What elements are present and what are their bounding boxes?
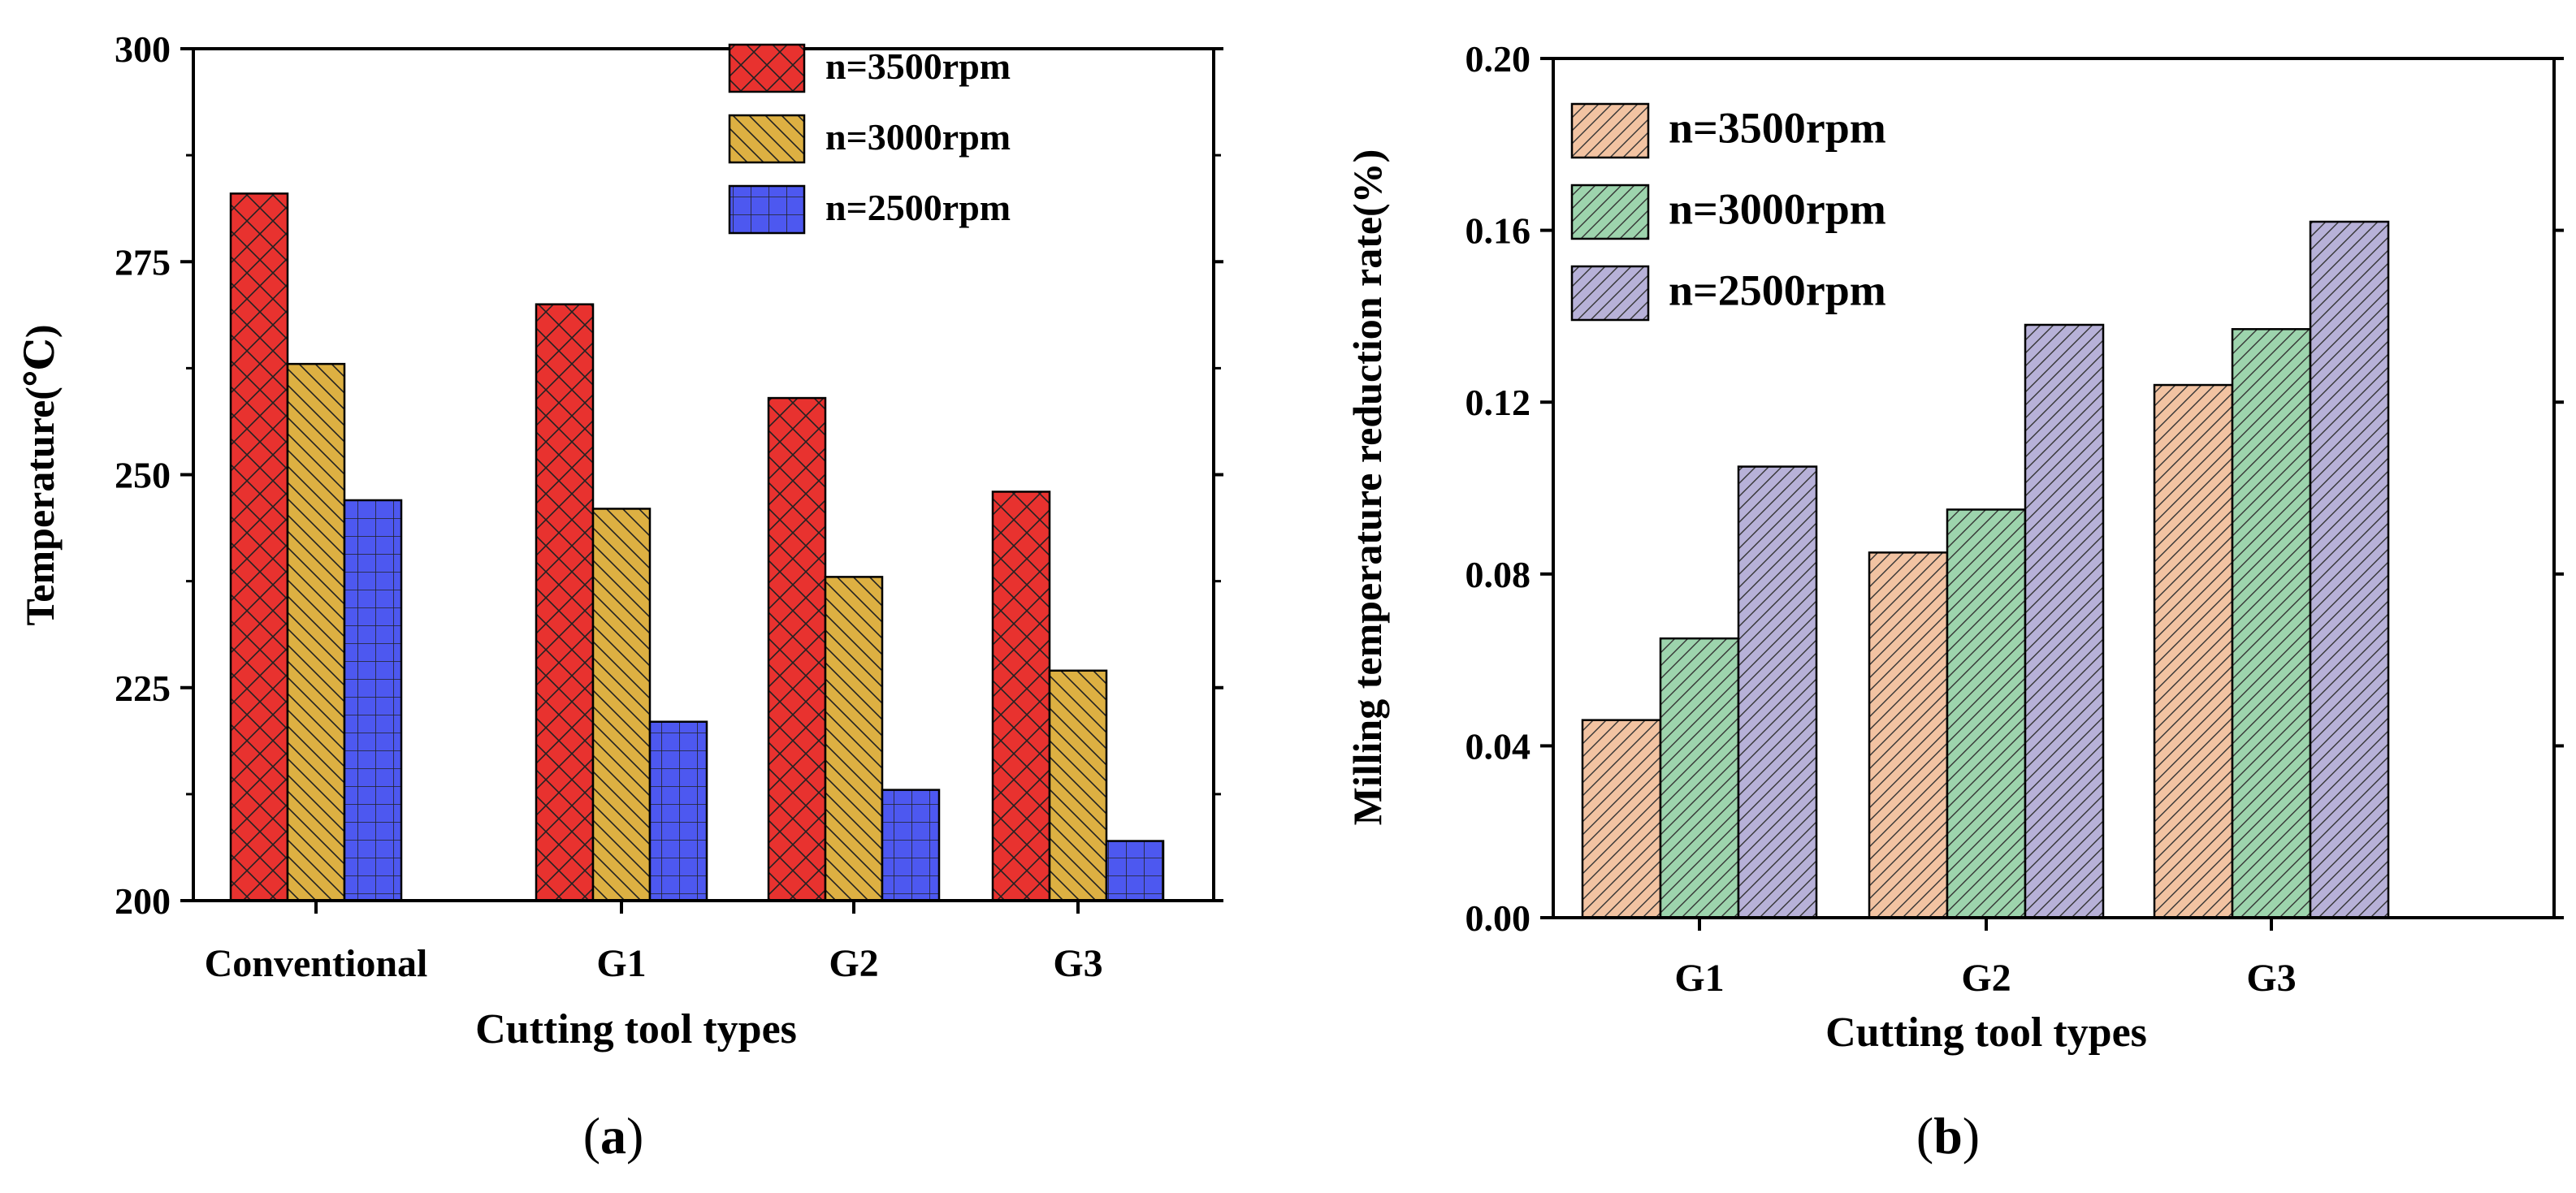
panel-letter-a: a [600, 1107, 626, 1165]
panel-letter-b: b [1933, 1107, 1963, 1165]
legend-label: n=2500rpm [1669, 266, 1886, 315]
bar-a-g2-s1 [767, 396, 827, 902]
ytick-label: 0.00 [1466, 897, 1531, 939]
xtick-label-conventional: Conventional [205, 942, 428, 985]
xtick-label-g3: G3 [1053, 942, 1102, 985]
plot-b-yticks: 0.00 0.04 0.08 0.12 0.16 0.20 [1466, 38, 2564, 939]
bar-a-g2-s3 [881, 789, 941, 902]
ytick-label: 250 [115, 455, 171, 496]
ytick-label: 0.08 [1466, 554, 1531, 595]
plot-b-xlabel: Cutting tool types [1825, 1009, 2147, 1056]
bar-a-g3-s2 [1048, 669, 1108, 902]
legend-item-b-2: n=3000rpm [1570, 184, 1886, 240]
plot-a-yticks: 200 225 250 275 300 [115, 28, 1223, 922]
plot-a-ylabel: Temperature(℃) [17, 325, 63, 626]
bar-a-g1-s1 [535, 303, 595, 902]
legend-label: n=3500rpm [825, 45, 1011, 87]
xtick-label-g2: G2 [1961, 957, 2011, 1000]
plot-a-xlabel: Cutting tool types [475, 1006, 797, 1053]
ytick-label: 0.20 [1466, 38, 1531, 80]
plot-a-bars [229, 192, 1165, 902]
bar-a-g3-s3 [1105, 840, 1165, 902]
bar-a-g3-s1 [991, 491, 1051, 902]
bar-b-g1-s2 [1659, 637, 1740, 919]
panel-label-b: (b) [1916, 1107, 1980, 1165]
bar-a-g1-s3 [648, 720, 708, 902]
xtick-label-g3: G3 [2246, 957, 2296, 1000]
bar-a-g1-s2 [591, 508, 652, 902]
legend-label: n=3000rpm [825, 116, 1011, 158]
bar-b-g3-s2 [2231, 328, 2312, 919]
bar-b-g3-s3 [2309, 220, 2390, 919]
legend-item-a-2: n=3000rpm [728, 114, 1011, 164]
bar-a-conventional-s2 [286, 362, 346, 902]
bar-b-g1-s3 [1737, 465, 1818, 919]
ytick-label: 275 [115, 241, 171, 283]
bar-b-g2-s3 [2024, 323, 2105, 919]
plot-b-frame [1552, 57, 2556, 919]
legend-label: n=3000rpm [1669, 185, 1886, 234]
xtick-label-g1: G1 [596, 942, 646, 985]
plot-b-bars [1581, 220, 2390, 919]
bar-a-g2-s2 [824, 576, 884, 902]
plot-b-ylabel: Milling temperature reduction rate(%) [1344, 149, 1390, 826]
bar-a-conventional-s3 [343, 499, 403, 902]
ytick-label: 225 [115, 668, 171, 709]
ytick-label: 0.12 [1466, 382, 1531, 423]
ytick-label: 200 [115, 880, 171, 922]
bar-b-g2-s1 [1868, 551, 1949, 919]
bar-b-g1-s1 [1581, 719, 1662, 919]
legend-item-a-3: n=2500rpm [728, 184, 1011, 235]
xtick-label-g2: G2 [829, 942, 878, 985]
bar-b-g2-s2 [1946, 508, 2027, 919]
ytick-label: 300 [115, 28, 171, 70]
legend-b: n=3500rpm n=3000rpm n=2500rpm [1570, 102, 1886, 322]
chart-panel-a: 200 225 250 275 300 Conventional G1 G2 G3 Tempe… [17, 28, 1223, 1165]
legend-item-a-1: n=3500rpm [728, 43, 1011, 93]
ytick-label: 0.04 [1466, 725, 1531, 767]
bar-b-g3-s1 [2153, 383, 2234, 919]
plot-a-xticks: Conventional G1 G2 G3 [205, 901, 1103, 985]
plot-b-xticks: G1 G2 G3 [1674, 918, 2297, 1000]
legend-label: n=2500rpm [825, 187, 1011, 228]
legend-label: n=3500rpm [1669, 104, 1886, 153]
xtick-label-g1: G1 [1674, 957, 1724, 1000]
legend-item-b-3: n=2500rpm [1570, 265, 1886, 322]
chart-panel-b: 0.00 0.04 0.08 0.12 0.16 0.20 G1 G2 G3 Milling … [1344, 38, 2564, 1165]
bar-a-conventional-s1 [229, 192, 289, 902]
panel-label-a: (a) [583, 1107, 644, 1165]
legend-item-b-1: n=3500rpm [1570, 102, 1886, 159]
legend-a: n=3500rpm n=3000rpm n=2500rpm [728, 43, 1011, 235]
ytick-label: 0.16 [1466, 210, 1531, 252]
